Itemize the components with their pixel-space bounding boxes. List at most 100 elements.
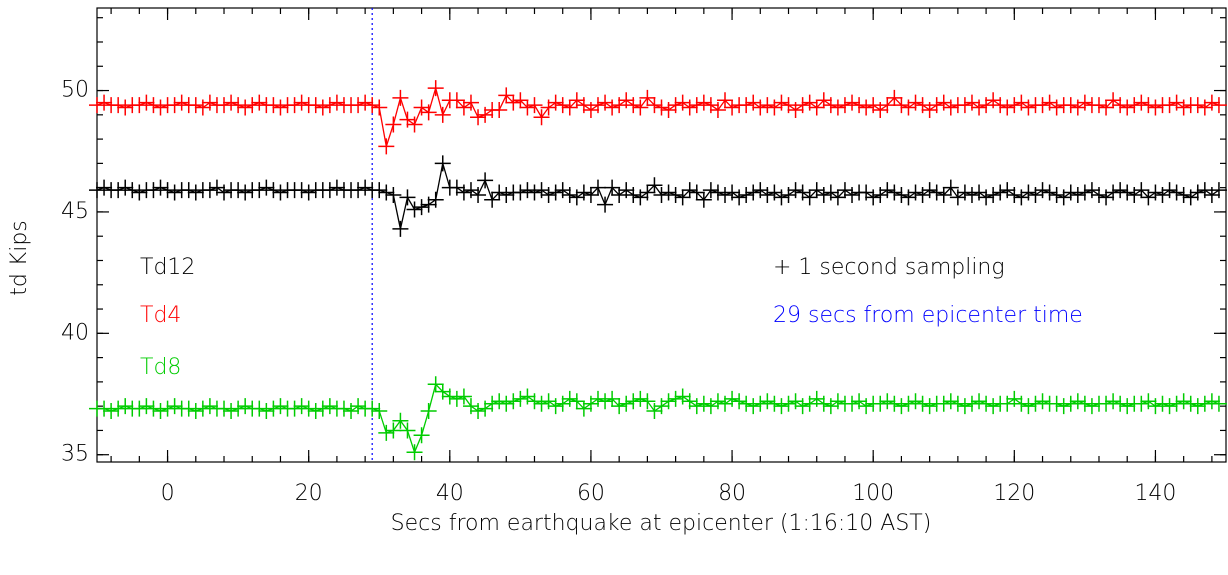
y-tick-label: 40 [61,320,89,345]
x-tick-label: 80 [718,481,746,506]
marker [399,189,416,206]
marker [434,155,451,172]
marker [681,182,698,199]
marker [505,393,522,410]
marker [604,390,621,407]
marker [928,97,945,114]
marker [110,97,127,114]
marker [251,400,268,417]
marker [568,393,585,410]
marker [985,186,1002,203]
marker [1175,186,1192,203]
marker [688,398,705,415]
marker [625,186,642,203]
marker [201,182,218,199]
marker [773,189,790,206]
marker [131,400,148,417]
marker [928,184,945,201]
marker [709,184,726,201]
marker [709,393,726,410]
marker [223,403,240,420]
marker [131,184,148,201]
marker [1161,182,1178,199]
marker [731,189,748,206]
marker [1147,99,1164,116]
marker [138,94,155,111]
x-tick-label: 140 [1134,481,1176,506]
marker [667,390,684,407]
marker [971,393,988,410]
marker [674,189,691,206]
marker [1161,398,1178,415]
marker [667,186,684,203]
marker [1062,395,1079,412]
marker [272,184,289,201]
marker [364,97,381,114]
marker [455,388,472,405]
marker [1112,182,1129,199]
marker [632,390,649,407]
marker [378,138,395,155]
marker [110,400,127,417]
marker [1020,99,1037,116]
marker [865,189,882,206]
marker [448,390,465,407]
marker [230,97,247,114]
marker [491,101,508,118]
marker [462,94,479,111]
marker [1013,395,1030,412]
marker [907,94,924,111]
marker [1119,99,1136,116]
marker [448,92,465,109]
marker [364,400,381,417]
marker [371,182,388,199]
marker [886,395,903,412]
marker [780,395,797,412]
marker [265,97,282,114]
marker [921,182,938,199]
marker [999,99,1016,116]
marker [1020,398,1037,415]
marker [237,398,254,415]
marker [385,186,402,203]
marker [844,395,861,412]
marker [96,179,113,196]
marker [350,182,367,199]
marker [773,94,790,111]
marker [794,398,811,415]
marker [1006,97,1023,114]
marker [935,186,952,203]
marker [392,412,409,429]
marker [117,99,134,116]
marker [350,97,367,114]
marker [526,184,543,201]
marker [745,398,762,415]
marker [1203,393,1220,410]
marker [258,179,275,196]
marker [420,104,437,121]
marker [484,395,501,412]
marker [286,97,303,114]
marker [251,182,268,199]
marker [491,393,508,410]
marker [597,393,614,410]
marker [963,186,980,203]
marker [1034,97,1051,114]
marker [265,400,282,417]
marker [371,403,388,420]
marker [103,403,120,420]
marker [589,179,606,196]
marker [526,97,543,114]
marker [893,186,910,203]
marker [89,97,105,114]
marker [731,393,748,410]
marker [589,390,606,407]
marker [653,99,670,116]
marker [314,99,331,116]
marker [145,400,162,417]
marker [836,97,853,114]
marker [844,94,861,111]
marker [978,189,995,206]
marker [138,398,155,415]
